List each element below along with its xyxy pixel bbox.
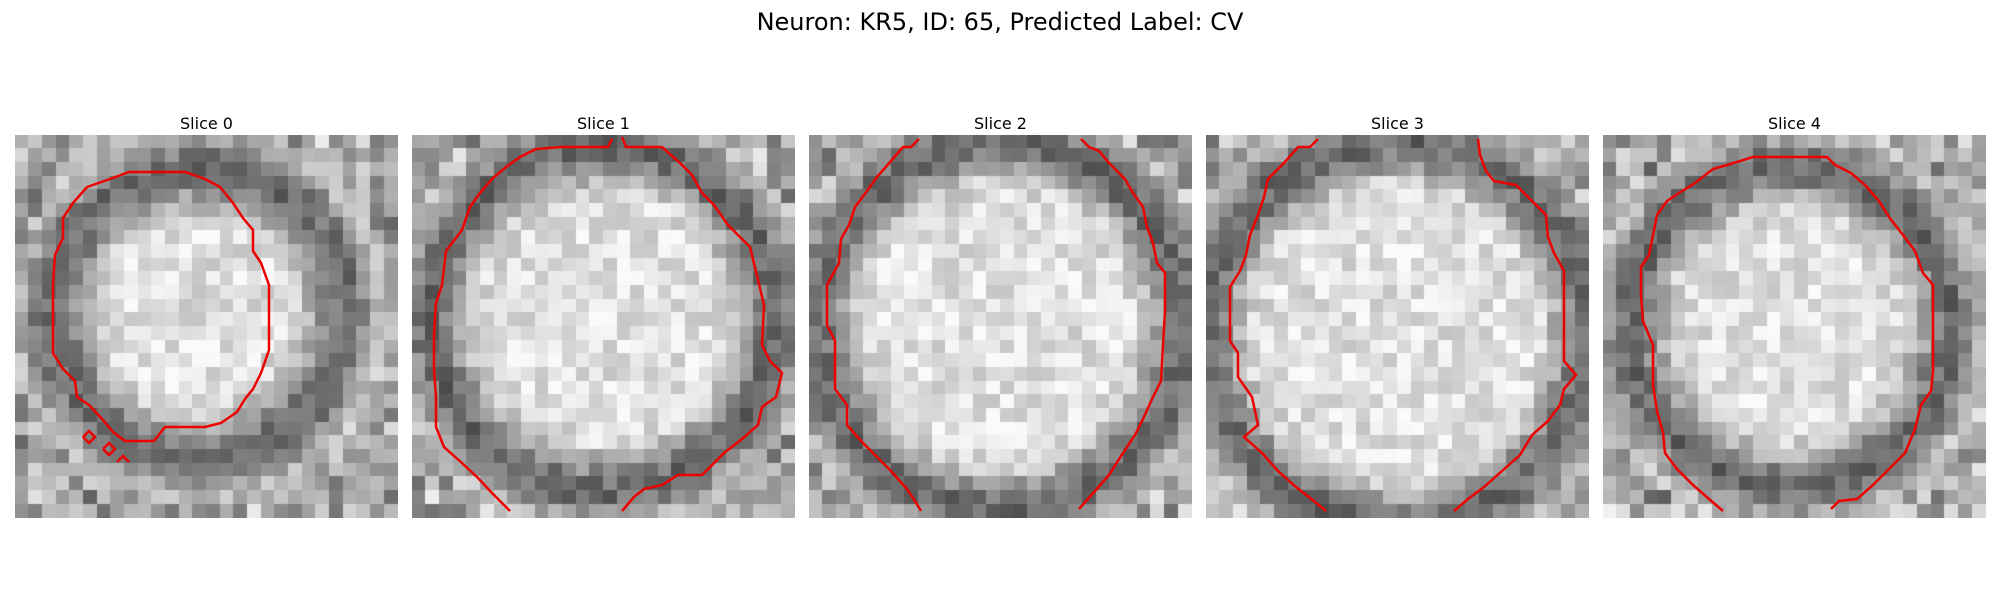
figure-title: Neuron: KR5, ID: 65, Predicted Label: CV [0, 8, 2000, 36]
slice-title-1: Slice 1 [412, 113, 795, 135]
slice-title-2: Slice 2 [809, 113, 1192, 135]
contour-overlay-1 [412, 135, 795, 518]
contour-overlay-0 [15, 135, 398, 518]
slice-panel-3: Slice 3 [1206, 113, 1589, 518]
slice-title-3: Slice 3 [1206, 113, 1589, 135]
contour-overlay-3 [1206, 135, 1589, 518]
slice-panel-2: Slice 2 [809, 113, 1192, 518]
slice-title-0: Slice 0 [15, 113, 398, 135]
slice-panel-0: Slice 0 [15, 113, 398, 518]
slice-panel-1: Slice 1 [412, 113, 795, 518]
contour-overlay-4 [1603, 135, 1986, 518]
slice-title-4: Slice 4 [1603, 113, 1986, 135]
slice-panel-4: Slice 4 [1603, 113, 1986, 518]
contour-overlay-2 [809, 135, 1192, 518]
